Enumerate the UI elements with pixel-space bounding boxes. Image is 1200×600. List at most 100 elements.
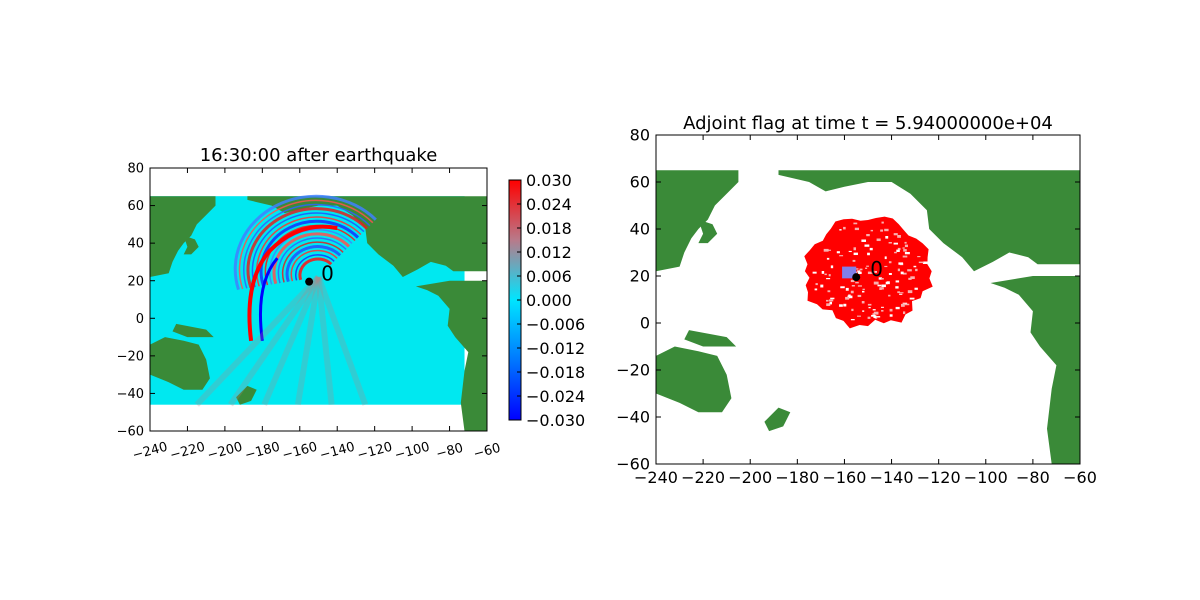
right-flag-speckle — [812, 271, 817, 274]
right-ytick-label: 20 — [630, 267, 650, 286]
left-wave-ray — [261, 275, 322, 406]
left-wave-front — [285, 245, 342, 283]
left-trailing-front — [259, 257, 279, 342]
right-land-polygon — [778, 170, 1080, 272]
right-y-ticks: −60 −40 −20 0 20 40 60 80 — [616, 126, 1080, 474]
right-flag-speckle — [826, 257, 830, 260]
right-flag-speckle — [847, 295, 853, 299]
right-flag-speckle — [894, 251, 897, 254]
right-adjoint-flag-region — [804, 216, 933, 329]
right-xtick-label: −100 — [964, 468, 1008, 487]
right-flag-speckle — [840, 286, 845, 289]
right-ytick-label: 60 — [630, 173, 650, 192]
left-ytick-label: 20 — [127, 274, 144, 289]
right-flag-speckle — [874, 317, 878, 319]
right-flag-speckle — [914, 287, 918, 290]
right-flag-speckle — [826, 303, 831, 307]
right-flag-speckle — [881, 278, 884, 280]
right-flag-speckle — [898, 262, 904, 265]
right-flag-speckle — [915, 268, 918, 272]
right-xtick-label: −240 — [634, 468, 678, 487]
right-flag-speckle — [910, 276, 915, 279]
right-axes-frame — [655, 134, 1081, 465]
right-flag-speckle — [839, 229, 842, 231]
right-flag-speckle — [850, 319, 855, 321]
left-wave-fronts — [194, 194, 377, 407]
right-flag-speckle — [913, 265, 917, 268]
right-flag-speckle — [879, 287, 884, 290]
left-wave-front — [298, 257, 333, 281]
right-flag-speckle — [830, 265, 834, 269]
right-flag-speckle — [839, 304, 843, 307]
right-xtick-label: −60 — [1063, 468, 1097, 487]
right-flag-speckle — [851, 308, 854, 312]
right-flag-speckle — [845, 296, 850, 300]
right-flag-speckle — [848, 250, 852, 253]
right-flag-speckle — [897, 268, 900, 272]
left-gauge-marker — [305, 277, 314, 286]
left-ytick-label: 0 — [136, 312, 144, 327]
right-land-polygon — [656, 346, 732, 413]
right-flag-speckle — [857, 285, 862, 287]
right-flag-speckle — [904, 241, 907, 244]
left-wave-front — [256, 216, 362, 287]
right-ytick-label: −20 — [616, 361, 650, 380]
right-land-polygon — [990, 276, 1080, 464]
left-land-polygon — [415, 280, 487, 431]
right-flag-speckle — [871, 314, 876, 317]
left-wave-front — [243, 203, 371, 289]
right-flag-speckle — [909, 297, 915, 300]
right-flag-speckle — [881, 306, 884, 308]
right-flag-speckle — [902, 247, 905, 249]
right-land-polygon — [656, 170, 739, 272]
right-flag-speckle — [867, 303, 872, 306]
right-flag-speckle — [900, 271, 904, 275]
right-flag-speckle — [885, 236, 889, 239]
right-flag-speckle — [827, 249, 831, 251]
colorbar-tick-label: −0.012 — [526, 339, 585, 358]
right-flag-speckle — [815, 283, 818, 286]
left-wave-ray — [315, 276, 335, 406]
right-flag-speckle — [888, 273, 892, 276]
left-wave-front — [238, 199, 374, 290]
left-wave-front — [246, 207, 368, 289]
right-flag-speckle — [902, 255, 908, 258]
right-flag-speckle — [873, 311, 879, 315]
right-flag-speckle — [903, 249, 907, 252]
left-ytick-label: −60 — [117, 425, 144, 440]
right-flag-speckle — [823, 248, 829, 252]
right-ytick-label: −60 — [616, 455, 650, 474]
right-flag-speckle — [897, 235, 901, 238]
right-flag-speckle — [884, 265, 888, 268]
right-flag-speckle — [857, 270, 861, 272]
right-flag-speckle — [922, 261, 928, 264]
right-flag-speckle — [814, 288, 818, 291]
right-xtick-label: −140 — [870, 468, 914, 487]
right-chart-title: Adjoint flag at time t = 5.94000000e+04 — [683, 113, 1053, 134]
right-land-polygon — [698, 219, 718, 244]
left-wave-front — [259, 219, 360, 287]
right-flag-speckle — [876, 316, 881, 318]
right-flag-speckle — [867, 271, 872, 275]
right-xtick-label: −80 — [1016, 468, 1050, 487]
right-flag-speckle — [917, 256, 921, 258]
colorbar-tick-label: −0.030 — [526, 411, 585, 430]
right-flag-speckle — [907, 269, 912, 272]
left-land-mask — [150, 196, 487, 431]
left-ytick-label: 40 — [127, 237, 144, 252]
right-flag-speckle — [839, 255, 844, 257]
left-ytick-label: −40 — [117, 387, 144, 402]
colorbar-tick-label: 0.012 — [526, 243, 572, 262]
right-gauge-label: 0 — [870, 257, 883, 281]
right-flag-speckle — [881, 221, 884, 224]
right-land-polygon — [764, 407, 791, 432]
right-flag-speckle — [876, 238, 881, 242]
right-flag-speckle — [869, 247, 873, 251]
right-xtick-label: −220 — [681, 468, 725, 487]
right-xtick-label: −200 — [728, 468, 772, 487]
right-flag-speckle — [893, 233, 898, 236]
right-xtick-label: −160 — [822, 468, 866, 487]
right-x-ticks: −240 −220 −200 −180 −160 −140 −120 −100 −80 −60 — [634, 135, 1097, 487]
left-wave-front — [272, 232, 351, 285]
right-flag-speckle — [824, 273, 827, 276]
